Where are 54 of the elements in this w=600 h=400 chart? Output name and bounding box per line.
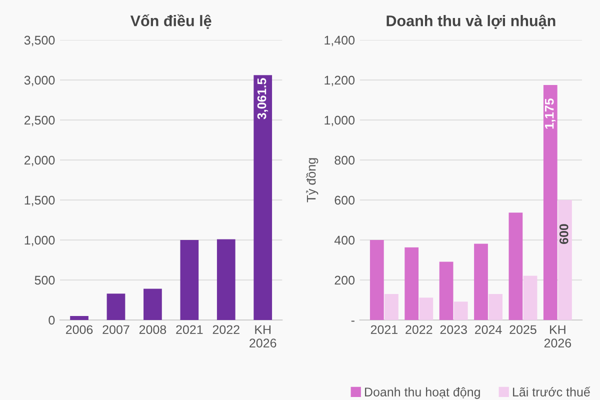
x-tick-label: 2025 [510, 325, 536, 334]
bar [439, 262, 454, 320]
y-tick-label: 3,500 [24, 36, 55, 46]
y-tick-label: 1,400 [324, 36, 355, 46]
y-tick-label: 3,000 [24, 76, 55, 86]
bar [474, 244, 488, 320]
bar [558, 200, 572, 320]
y-tick-label: 0 [48, 316, 55, 325]
bar [508, 212, 523, 320]
x-tick-label: 2024 [475, 325, 502, 334]
x-tick-label: 2007 [102, 325, 130, 334]
bar [543, 85, 558, 320]
x-tick-label: 2022 [212, 325, 240, 334]
bar [70, 316, 88, 320]
x-tick-label: KH 2026 [250, 325, 276, 348]
bar [454, 302, 468, 320]
y-axis-title: Tỷ đồng [306, 158, 318, 202]
chart-title: Vốn điều lệ [130, 14, 212, 29]
x-tick-label: 2008 [139, 325, 166, 334]
y-tick-label: 2,500 [24, 116, 55, 126]
bar [384, 294, 398, 320]
bar [254, 75, 272, 320]
bar [404, 247, 419, 320]
x-tick-label: KH 2026 [544, 325, 572, 348]
x-tick-label: 2023 [440, 325, 467, 334]
chart-title: Doanh thu và lợi nhuận [386, 14, 556, 29]
legend-label: Doanh thu hoạt động [365, 387, 480, 399]
y-tick-label: - [351, 320, 354, 322]
bar [180, 240, 199, 320]
x-tick-label: 2021 [176, 325, 203, 334]
bar [419, 298, 434, 320]
y-tick-label: 800 [334, 156, 355, 165]
bar [216, 239, 236, 320]
y-tick-label: 600 [334, 196, 355, 205]
bar [488, 294, 503, 320]
y-tick-label: 400 [334, 236, 355, 245]
y-tick-label: 2,000 [24, 156, 55, 166]
bar [523, 276, 538, 320]
x-tick-label: 2022 [406, 325, 432, 334]
bar [144, 288, 162, 320]
data-label: 3,061.5 [257, 78, 268, 120]
bar [370, 240, 384, 320]
legend-label: Lãi trước thuế [513, 386, 590, 396]
y-tick-label: 1,500 [24, 196, 55, 206]
x-tick-label: 2021 [370, 325, 398, 334]
y-tick-label: 1,000 [324, 116, 355, 126]
y-tick-label: 500 [34, 276, 55, 285]
x-tick-label: 2006 [66, 325, 93, 334]
data-label: 1,175 [545, 98, 556, 129]
y-tick-label: 1,000 [24, 236, 55, 246]
data-label: 600 [559, 224, 568, 244]
bar [106, 294, 126, 320]
y-tick-label: 1,200 [324, 76, 355, 86]
y-tick-label: 200 [334, 276, 355, 285]
